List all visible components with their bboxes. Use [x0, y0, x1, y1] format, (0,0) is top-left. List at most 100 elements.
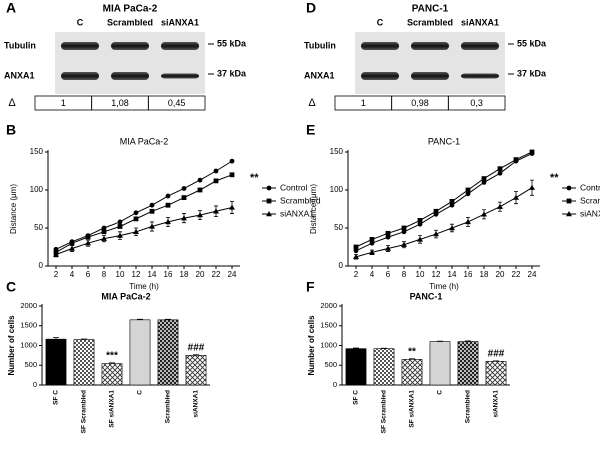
data-point [449, 225, 455, 231]
bar [157, 319, 179, 386]
data-point [181, 186, 187, 191]
data-point [229, 204, 235, 210]
x-tick-label: 12 [132, 270, 141, 279]
data-point [529, 149, 535, 155]
y-tick-label: 100 [30, 185, 44, 194]
data-point [101, 235, 107, 241]
data-point [513, 157, 519, 162]
error-bar [109, 362, 115, 364]
lane-label: siANXA1 [161, 17, 199, 27]
error-bar [193, 354, 199, 356]
blot-band [461, 73, 499, 79]
x-tick-label: 14 [448, 270, 457, 279]
data-point [197, 212, 203, 218]
x-tick-label: 10 [116, 270, 125, 279]
blot-title: MIA PaCa-2 [103, 4, 158, 15]
blot-band [111, 72, 149, 80]
marker-label: 55 kDa [217, 38, 247, 48]
x-tick-label: SF C [53, 390, 60, 405]
data-point [149, 208, 155, 214]
x-tick-label: 6 [386, 270, 391, 279]
x-tick-label: SF C [353, 390, 360, 405]
series-line [355, 187, 533, 258]
legend-marker [566, 198, 572, 204]
data-point [213, 178, 219, 184]
chart-title: MIA PaCa-2 [120, 136, 169, 146]
data-point [417, 236, 423, 242]
y-axis-label: Distance (μm) [309, 184, 318, 234]
delta-value: 1 [361, 98, 366, 108]
chart-title: PANC-1 [410, 291, 443, 301]
error-bar [53, 337, 59, 340]
x-tick-label: 4 [70, 270, 75, 279]
delta-cell [447, 95, 506, 111]
blot-band [361, 72, 399, 80]
error-bar [165, 318, 171, 320]
data-point [117, 224, 123, 229]
data-point [165, 202, 171, 208]
data-point [117, 232, 123, 238]
blot-band [411, 72, 449, 80]
x-tick-label: 20 [196, 270, 205, 279]
data-point [529, 184, 535, 190]
data-point [165, 193, 171, 199]
x-tick-label: C [137, 390, 144, 395]
data-point [433, 208, 439, 214]
data-point [449, 202, 455, 208]
series-line [55, 160, 233, 250]
blot-band [111, 42, 149, 50]
data-point [369, 249, 375, 255]
x-tick-label: SF Scrambled [381, 390, 388, 433]
error-bar [137, 318, 143, 320]
x-tick-label: 22 [212, 270, 221, 279]
x-tick-label: SF Scrambled [81, 390, 88, 433]
x-tick-label: 4 [370, 270, 375, 279]
y-tick-label: 0 [333, 380, 337, 389]
marker-label: 37 kDa [517, 68, 547, 78]
data-point [149, 223, 155, 229]
bar [45, 338, 67, 386]
delta-value: 0,45 [168, 98, 186, 108]
data-point [481, 176, 487, 181]
panel-letter: C [6, 279, 16, 295]
legend-marker [266, 211, 272, 217]
bar [485, 360, 507, 386]
series-line [355, 151, 533, 248]
lane-label: Scrambled [107, 17, 153, 27]
data-point [353, 248, 359, 254]
data-point [85, 240, 91, 246]
marker-label: 55 kDa [517, 38, 547, 48]
row-label: Tubulin [304, 40, 336, 50]
data-point [465, 187, 471, 193]
data-point [433, 231, 439, 237]
blot-band [361, 42, 399, 50]
bar [101, 363, 123, 386]
data-point [369, 240, 375, 246]
delta-cell [147, 95, 206, 111]
bar [185, 355, 207, 386]
data-point [213, 208, 219, 214]
x-tick-label: 6 [86, 270, 91, 279]
data-point [497, 203, 503, 209]
marker-label: 37 kDa [217, 68, 247, 78]
bar [457, 341, 479, 386]
legend-marker [266, 185, 272, 191]
y-axis-label: Distance (μm) [9, 184, 18, 234]
data-point [133, 228, 139, 234]
lane-label: siANXA1 [461, 17, 499, 27]
y-tick-label: 1500 [320, 321, 337, 330]
x-tick-label: Scrambled [465, 390, 472, 423]
data-point [417, 218, 423, 223]
legend-marker [266, 198, 272, 204]
annotation: ** [550, 172, 559, 184]
panel-letter: E [306, 122, 315, 138]
bar [429, 341, 451, 386]
delta-value: 0,98 [411, 98, 429, 108]
x-tick-label: 20 [496, 270, 505, 279]
row-label: ANXA1 [304, 70, 335, 80]
x-tick-label: Scrambled [165, 390, 172, 423]
data-point [85, 234, 91, 240]
annotation: ** [250, 172, 259, 184]
row-label: ANXA1 [4, 70, 35, 80]
